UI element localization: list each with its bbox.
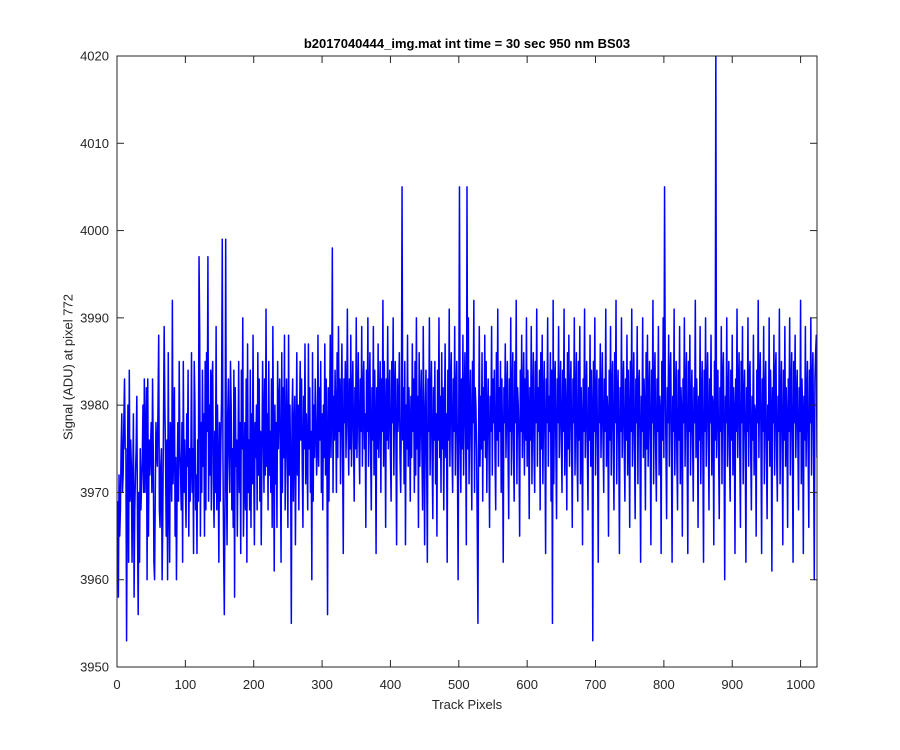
x-tick-label: 300 [311,677,333,692]
y-tick-label: 4010 [80,136,109,151]
series-line-0 [117,56,817,642]
x-tick-label: 800 [653,677,675,692]
chart-title: b2017040444_img.mat int time = 30 sec 95… [303,36,631,51]
x-tick-label: 500 [448,677,470,692]
x-tick-label: 600 [516,677,538,692]
y-tick-label: 3980 [80,398,109,413]
y-tick-label: 3970 [80,485,109,500]
y-tick-label: 3960 [80,572,109,587]
x-tick-label: 200 [243,677,265,692]
y-axis-label: Signal (ADU) at pixel 772 [60,294,76,440]
x-tick-label: 100 [175,677,197,692]
data-layer [117,56,817,642]
y-tick-label: 3950 [80,660,109,675]
y-tick-label: 4000 [80,223,109,238]
x-axis-label: Track Pixels [431,697,503,712]
tick-layer: 0 100 200 300 400 500 600 700 800 900 1000 3950 3960… [80,49,817,692]
x-tick-label: 900 [721,677,743,692]
x-tick-label: 700 [585,677,607,692]
y-tick-label: 3990 [80,310,109,325]
y-tick-label: 4020 [80,49,109,64]
x-tick-label: 0 [113,677,120,692]
x-tick-label: 1000 [786,677,815,692]
axes-box [116,55,818,668]
x-tick-label: 400 [380,677,402,692]
